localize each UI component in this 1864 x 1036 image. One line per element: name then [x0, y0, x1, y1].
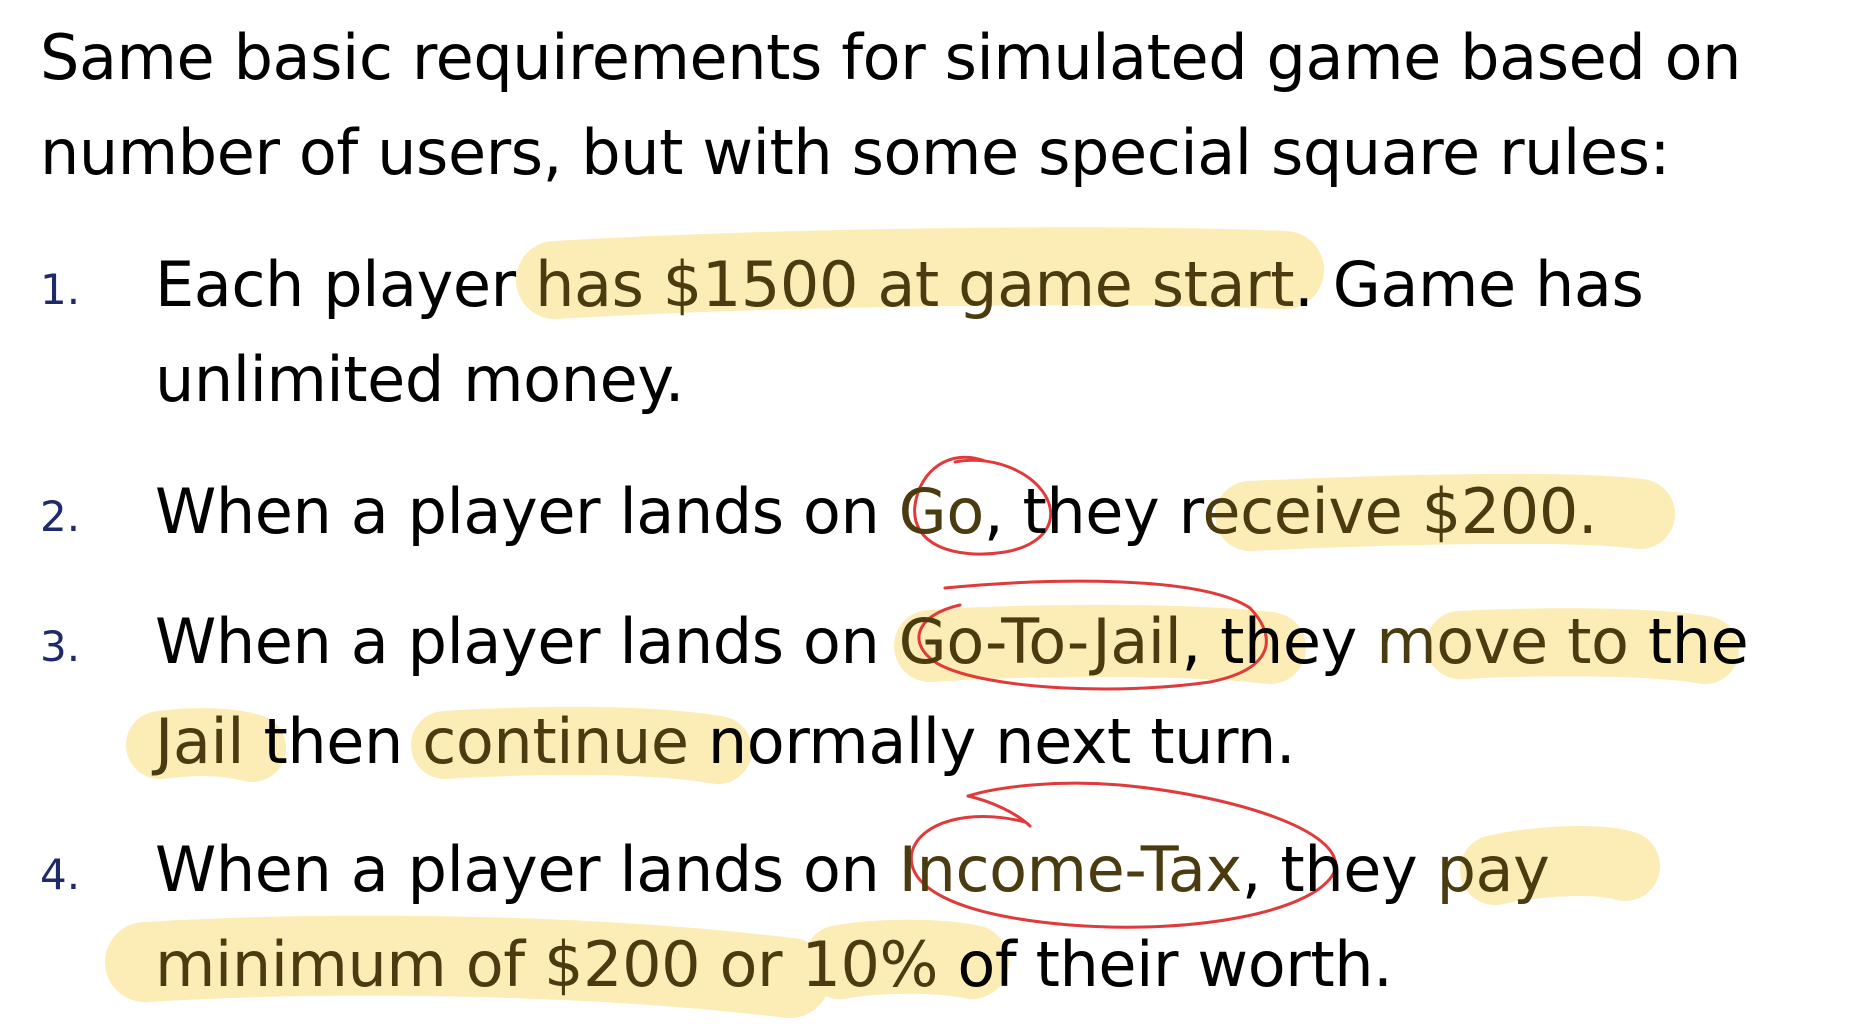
text: When a player lands on [155, 475, 899, 548]
text: , they [1241, 833, 1437, 906]
rule-2-number: 2. [40, 492, 81, 541]
highlighted-text: Jail [155, 705, 245, 778]
text: . [1577, 475, 1598, 548]
highlighted-text: Income-Tax [898, 833, 1243, 906]
text: the [1628, 605, 1749, 678]
highlighted-text: has $1500 at game start [535, 248, 1295, 321]
text: . Game has [1294, 248, 1644, 321]
rule-3-line-2: Jail then continue normally next turn. [155, 702, 1296, 782]
rule-1-line-2: unlimited money. [155, 343, 685, 416]
text: When a player lands on [155, 833, 899, 906]
highlighted-text: eceive $200 [1202, 475, 1578, 548]
rule-3-line-1: When a player lands on Go-To-Jail, they … [155, 602, 1749, 682]
highlighted-text: Go [898, 475, 985, 548]
rule-1-number: 1. [40, 265, 81, 314]
text: When a player lands on [155, 605, 899, 678]
text: , they [1181, 605, 1377, 678]
text: Each player [155, 248, 536, 321]
text: normally next turn. [688, 705, 1296, 778]
tail-income-tax [966, 794, 1032, 828]
intro-line-1: Same basic requirements for simulated ga… [40, 21, 1742, 94]
highlighted-text: minimum of $200 or [155, 928, 783, 1001]
rule-4-line-1: When a player lands on Income-Tax, they … [155, 830, 1550, 910]
highlighted-text: continue [422, 705, 689, 778]
rule-4-number: 4. [40, 850, 81, 899]
rule-2-line-1: When a player lands on Go, they receive … [155, 472, 1598, 552]
highlighted-text: move to [1376, 605, 1629, 678]
text: of their worth. [938, 928, 1393, 1001]
highlighted-text: pay [1436, 833, 1550, 906]
rule-1-line-1: Each player has $1500 at game start. Gam… [155, 245, 1644, 325]
text: , they r [983, 475, 1203, 548]
highlighted-text: 10% [801, 928, 939, 1001]
rule-3-number: 3. [40, 622, 81, 671]
highlighted-text: Go-To-Jail [898, 605, 1182, 678]
intro-line-2: number of users, but with some special s… [40, 116, 1671, 189]
text: then [244, 705, 423, 778]
text [782, 928, 801, 1001]
rule-4-line-2: minimum of $200 or 10% of their worth. [155, 925, 1393, 1005]
